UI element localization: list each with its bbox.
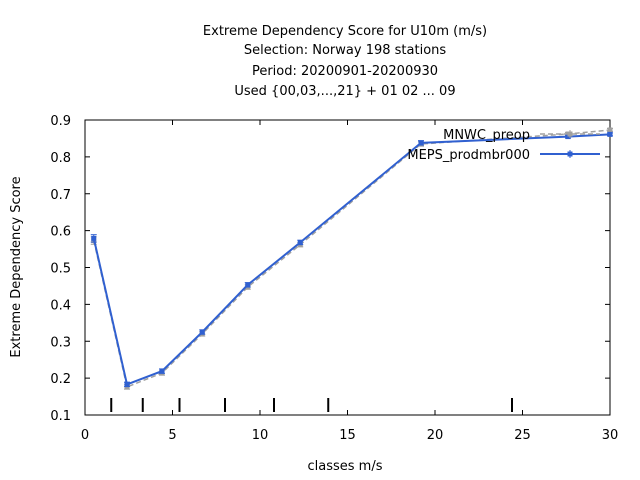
y-tick-label: 0.8	[50, 151, 71, 166]
class-markers	[110, 398, 513, 412]
series-line	[93, 129, 611, 389]
legend-point	[567, 131, 573, 137]
x-tick-label: 25	[514, 428, 531, 443]
series-MEPS_prodmbr000	[90, 131, 613, 388]
chart-title-line-3: Period: 20200901-20200930	[252, 64, 438, 79]
x-tick-label: 20	[427, 428, 444, 443]
y-axis: 0.1 0.2 0.3 0.4 0.5 0.6 0.7 0.8 0.9	[50, 114, 610, 424]
data-point	[297, 239, 303, 245]
chart-legend: MNWC_preop MEPS_prodmbr000	[407, 128, 600, 163]
y-tick-label: 0.1	[50, 409, 71, 424]
chart-title-line-4: Used {00,03,...,21} + 01 02 ... 09	[234, 84, 455, 99]
x-tick-label: 0	[81, 428, 89, 443]
x-tick-label: 10	[252, 428, 269, 443]
data-point	[124, 381, 130, 387]
data-point	[607, 131, 613, 137]
y-tick-label: 0.7	[50, 188, 71, 203]
legend-point	[567, 151, 573, 157]
series-layer	[90, 127, 613, 390]
y-tick-label: 0.6	[50, 225, 71, 240]
y-tick-label: 0.4	[50, 298, 71, 313]
data-point	[565, 134, 571, 140]
series-line	[92, 133, 611, 386]
chart-title-line-1: Extreme Dependency Score for U10m (m/s)	[203, 24, 487, 39]
y-tick-label: 0.5	[50, 262, 71, 277]
x-axis: 0 5 10 15 20 25 30	[81, 120, 618, 443]
data-point	[91, 235, 97, 241]
legend-label: MEPS_prodmbr000	[407, 148, 530, 163]
chart-title-block: Extreme Dependency Score for U10m (m/s) …	[203, 24, 487, 99]
data-point	[607, 127, 613, 133]
y-tick-label: 0.9	[50, 114, 71, 129]
data-point	[199, 329, 205, 335]
data-point	[245, 282, 251, 288]
series-MNWC_preop	[90, 127, 613, 390]
x-tick-label: 5	[168, 428, 176, 443]
legend-label: MNWC_preop	[443, 128, 530, 143]
data-point	[159, 368, 165, 374]
x-tick-label: 15	[339, 428, 356, 443]
x-axis-label: classes m/s	[308, 459, 383, 474]
y-axis-label: Extreme Dependency Score	[9, 176, 24, 357]
data-point	[418, 140, 424, 146]
x-tick-label: 30	[602, 428, 619, 443]
y-tick-label: 0.2	[50, 372, 71, 387]
chart-title-line-2: Selection: Norway 198 stations	[244, 43, 447, 58]
y-tick-label: 0.3	[50, 335, 71, 350]
